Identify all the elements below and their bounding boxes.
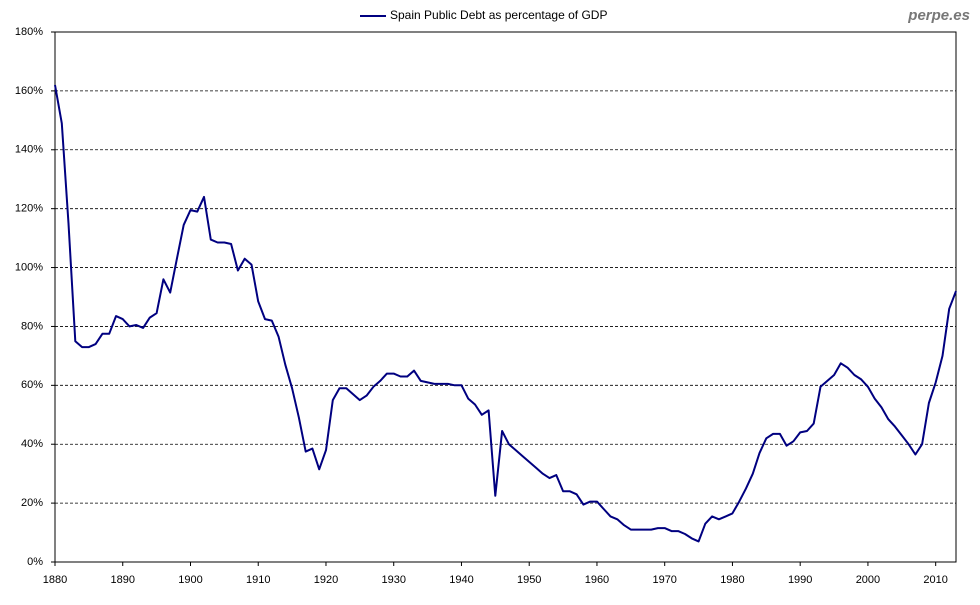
y-tick-label: 60% [21, 379, 43, 391]
y-tick-label: 180% [15, 26, 43, 38]
x-tick-label: 2010 [923, 574, 947, 586]
y-tick-label: 80% [21, 320, 43, 332]
x-tick-label: 1880 [43, 574, 67, 586]
plot-frame [54, 31, 957, 563]
y-tick-label: 40% [21, 438, 43, 450]
y-tick-label: 140% [15, 144, 43, 156]
y-tick-label: 120% [15, 203, 43, 215]
x-tick-label: 1900 [178, 574, 202, 586]
x-tick-label: 1910 [246, 574, 270, 586]
x-tick-label: 1990 [788, 574, 812, 586]
legend-label: Spain Public Debt as percentage of GDP [390, 8, 607, 22]
x-tick-label: 1940 [449, 574, 473, 586]
watermark: perpe.es [907, 7, 970, 24]
y-tick-label: 20% [21, 497, 43, 509]
x-tick-label: 1960 [585, 574, 609, 586]
x-tick-label: 1920 [314, 574, 338, 586]
y-tick-label: 100% [15, 261, 43, 273]
x-tick-label: 1980 [720, 574, 744, 586]
x-tick-label: 1970 [652, 574, 676, 586]
x-tick-label: 1890 [111, 574, 135, 586]
x-tick-label: 1950 [517, 574, 541, 586]
x-tick-label: 2000 [856, 574, 880, 586]
data-line [54, 84, 957, 543]
y-tick-label: 160% [15, 85, 43, 97]
y-tick-label: 0% [27, 556, 43, 568]
x-tick-label: 1930 [381, 574, 405, 586]
